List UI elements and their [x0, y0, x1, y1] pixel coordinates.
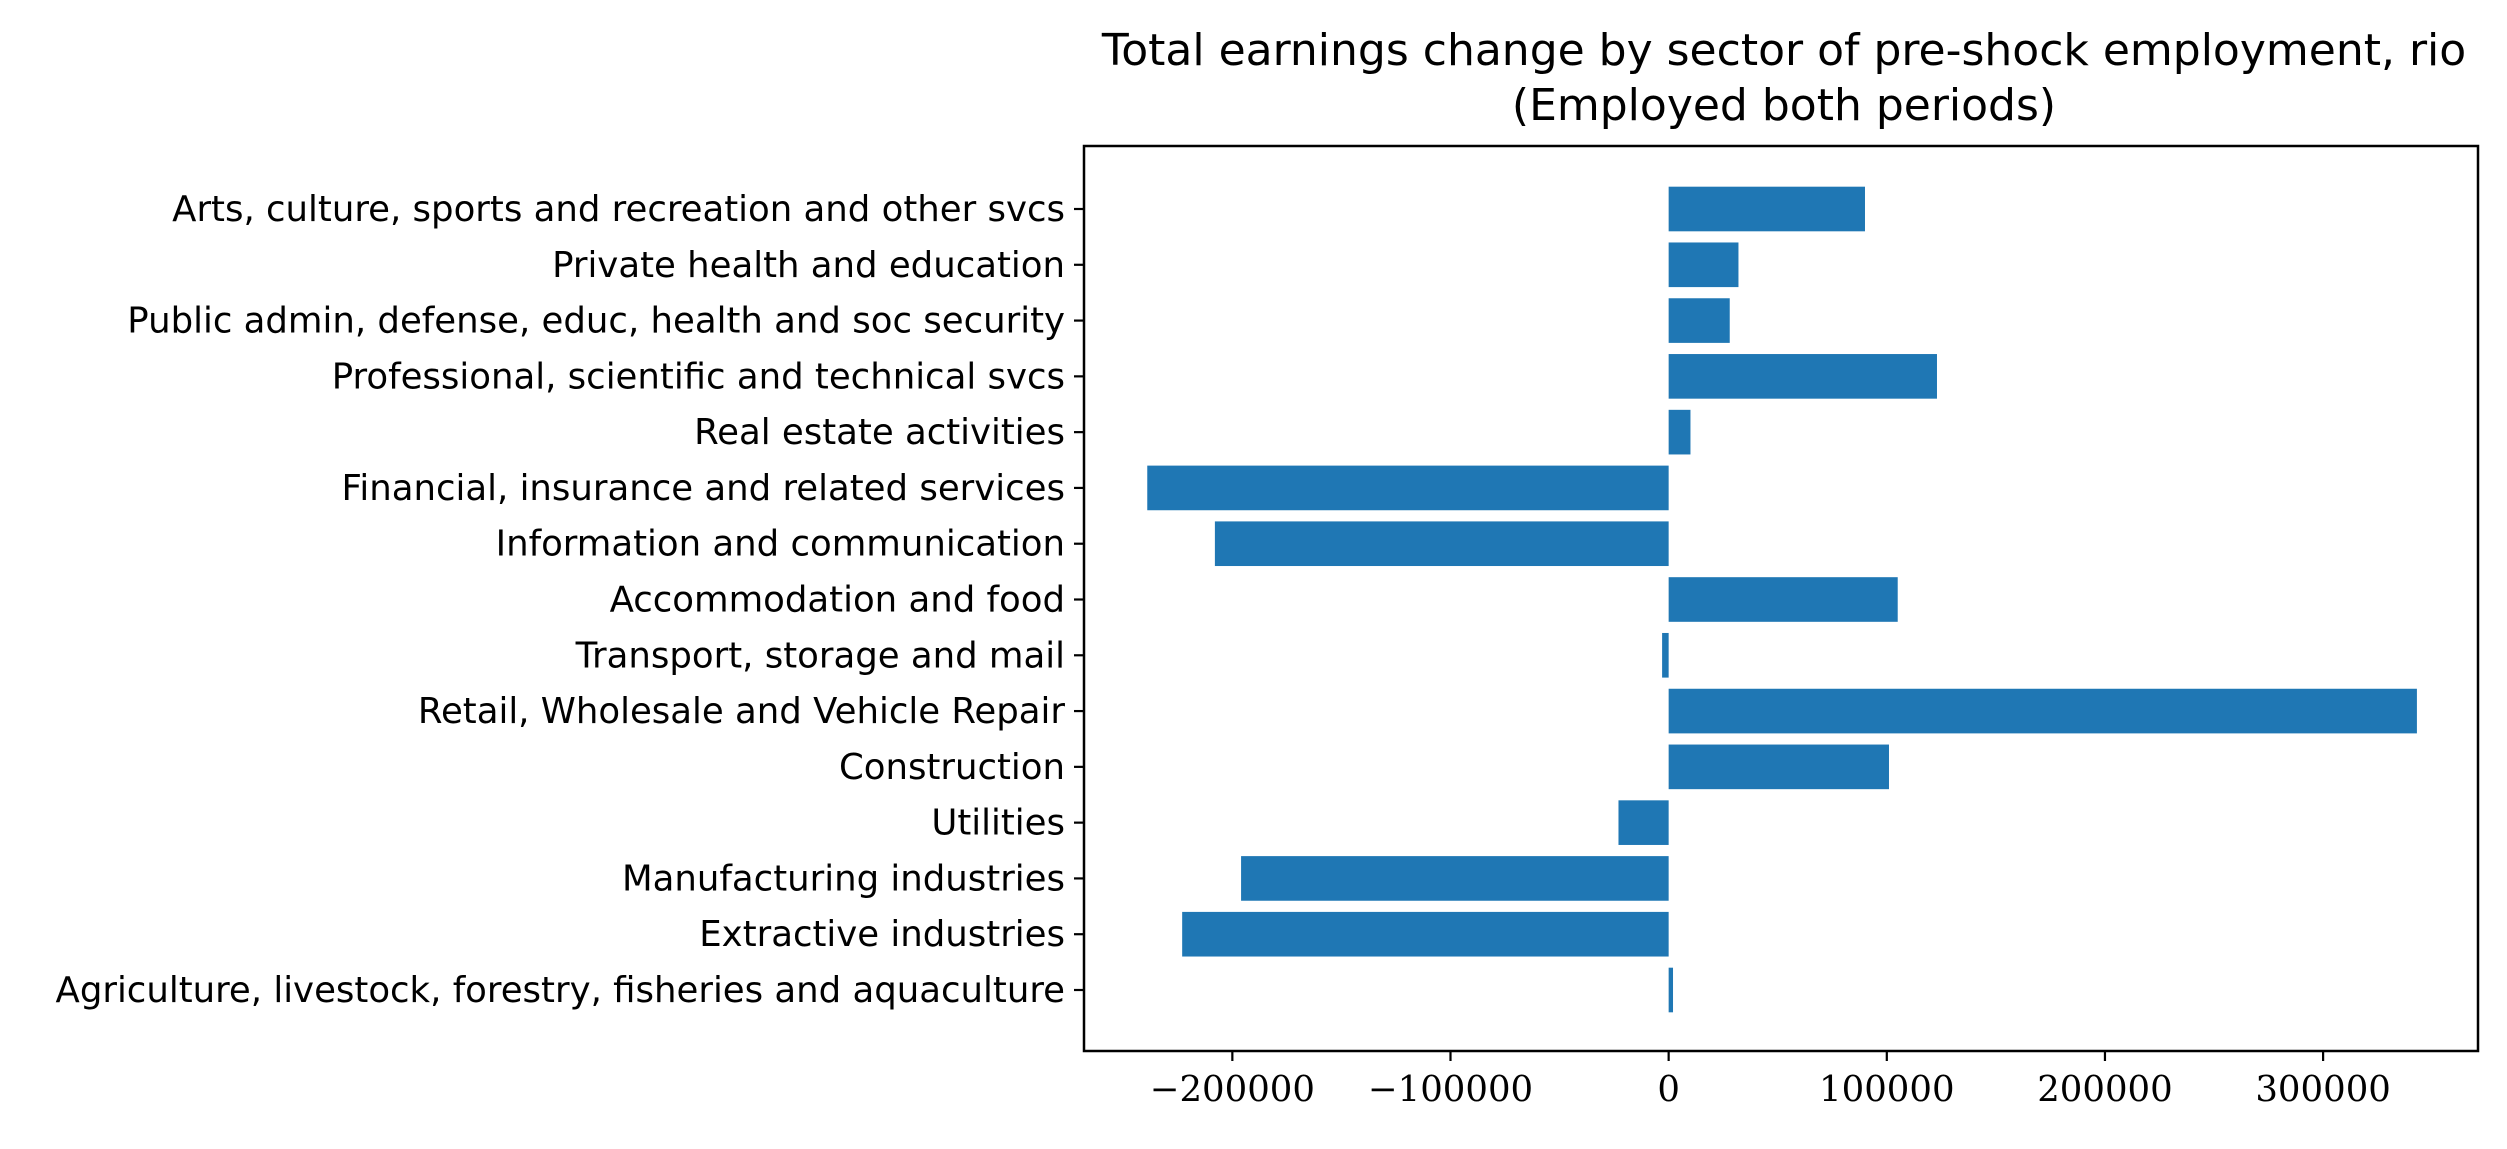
bar	[1618, 800, 1669, 845]
x-tick-label: −200000	[1150, 1069, 1315, 1110]
y-tick-label: Public admin, defense, educ, health and …	[127, 301, 1065, 342]
bar	[1668, 242, 1739, 288]
y-tick-label: Extractive industries	[699, 914, 1065, 955]
bar	[1214, 521, 1669, 567]
x-tick-label: 100000	[1819, 1069, 1955, 1110]
x-tick-label: 200000	[2037, 1069, 2173, 1110]
y-tick-label: Arts, culture, sports and recreation and…	[172, 189, 1065, 230]
x-tick-label: −100000	[1368, 1069, 1533, 1110]
bars-group	[1147, 186, 2417, 1013]
bar	[1668, 688, 2417, 734]
y-tick-label: Private health and education	[552, 245, 1065, 286]
bar	[1668, 298, 1730, 343]
x-axis: −200000 −100000 0 100000 200000 300000	[1150, 1051, 2391, 1110]
x-tick-label: 300000	[2255, 1069, 2391, 1110]
bar	[1668, 967, 1674, 1013]
bar	[1662, 632, 1669, 678]
y-tick-label: Transport, storage and mail	[575, 635, 1065, 676]
y-tick-label: Retail, Wholesale and Vehicle Repair	[418, 691, 1066, 732]
y-tick-label: Utilities	[931, 803, 1065, 844]
y-tick-label: Construction	[839, 747, 1065, 788]
bar	[1147, 465, 1669, 511]
y-tick-label: Real estate activities	[694, 412, 1065, 453]
x-tick-label: 0	[1657, 1069, 1680, 1110]
bar	[1668, 186, 1865, 232]
bar	[1241, 856, 1669, 901]
bar	[1668, 744, 1889, 790]
y-tick-label: Information and communication	[496, 524, 1065, 565]
bar	[1668, 409, 1691, 455]
y-axis: Agriculture, livestock, forestry, fisher…	[56, 189, 1084, 1011]
y-tick-label: Accommodation and food	[610, 580, 1065, 621]
bar	[1668, 577, 1898, 622]
y-tick-label: Manufacturing industries	[622, 858, 1065, 899]
y-tick-label: Financial, insurance and related service…	[342, 468, 1065, 509]
plot-frame	[1082, 144, 2480, 1053]
bar	[1668, 354, 1937, 399]
y-tick-label: Agriculture, livestock, forestry, fisher…	[56, 970, 1065, 1011]
y-tick-label: Professional, scientific and technical s…	[332, 356, 1065, 397]
bar	[1182, 911, 1669, 957]
chart-title: Total earnings change by sector of pre-s…	[1101, 25, 2466, 76]
chart-subtitle: (Employed both periods)	[1512, 80, 2056, 131]
